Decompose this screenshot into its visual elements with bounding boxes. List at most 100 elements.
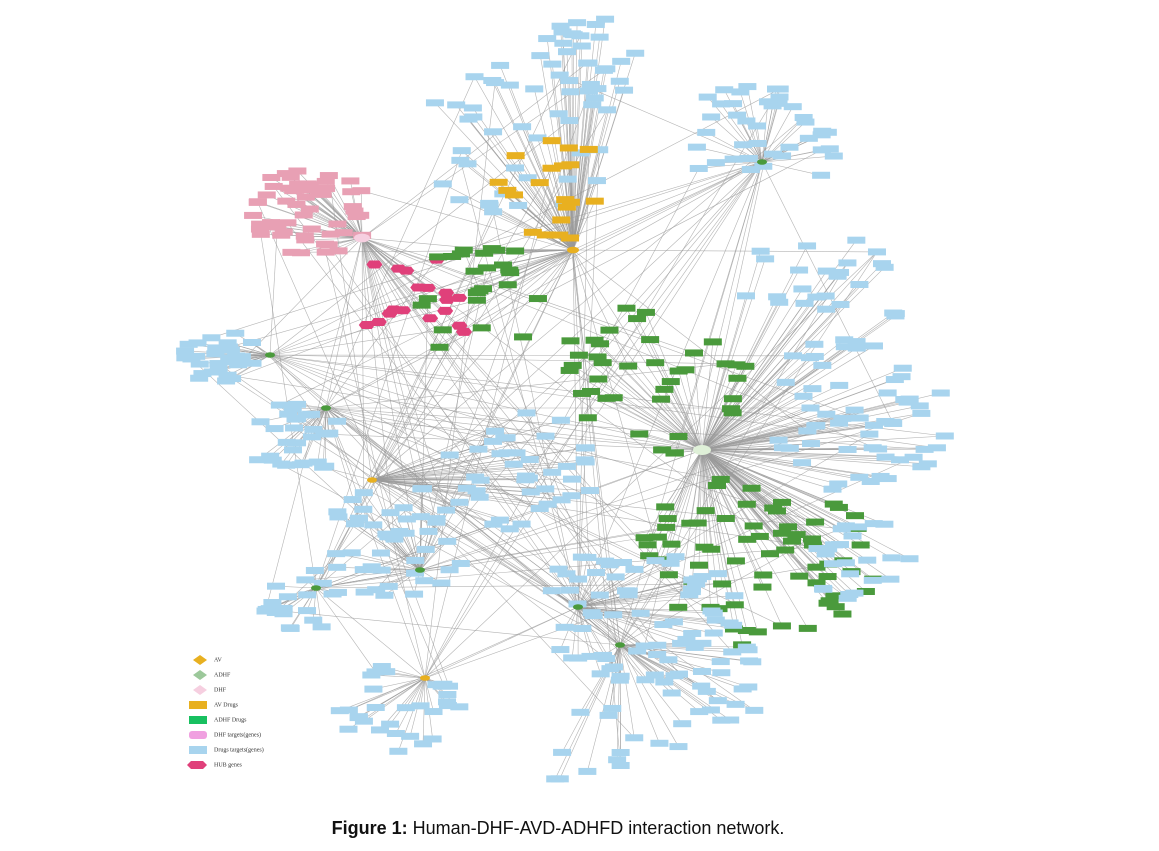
node [302,225,321,233]
edge [315,587,426,679]
node [339,725,358,733]
node [304,616,323,624]
node [277,438,296,446]
node [465,73,484,81]
edge [325,252,426,679]
edge [619,161,763,646]
node [739,154,758,162]
node [886,312,905,320]
edge [325,161,763,409]
node [379,533,398,541]
edge [481,249,574,329]
node [823,560,842,568]
edge [317,461,579,608]
node [745,706,764,714]
node [838,445,857,453]
edge [502,249,574,266]
node [686,640,705,648]
node [698,93,717,101]
legend: AV ADHF DHF AV Drugs ADHF Drugs DHF targ… [187,655,264,769]
edge [670,381,703,451]
edge [701,449,759,632]
edge [701,308,827,451]
node [861,477,880,485]
edge [701,449,922,468]
edge [460,160,579,608]
edge [287,222,579,608]
edge [325,407,925,450]
edge [275,161,763,613]
edge [424,82,496,679]
edge [701,449,835,546]
edge [522,249,574,338]
node [226,329,245,337]
edge [560,26,574,251]
node [300,205,319,213]
node [345,207,364,215]
node [748,628,767,636]
node [278,219,297,227]
node [683,629,702,637]
node [833,610,852,618]
node [472,324,491,332]
node [531,52,550,60]
edge [581,393,703,451]
node [591,670,610,678]
node [608,756,627,764]
edge [419,90,590,571]
node [661,559,680,567]
edge [572,249,621,681]
node [669,367,688,375]
node [767,507,786,515]
edge [701,449,874,524]
hub-node [573,604,583,610]
node [438,537,457,545]
node [538,35,557,43]
node [680,591,699,599]
node [794,113,813,121]
node [748,122,767,130]
edge [701,449,833,490]
edge [420,677,426,706]
node [303,186,322,194]
edge [530,161,763,493]
edge [701,357,811,451]
node [726,700,745,708]
edge [572,149,590,251]
node [784,352,803,360]
node [817,305,836,313]
node [553,28,572,36]
hub-gene-node [437,306,454,315]
node [572,42,591,50]
node [568,19,587,27]
node [610,676,629,684]
node [494,190,513,198]
node [706,616,725,624]
node [773,529,792,537]
edge [424,677,434,712]
node [206,350,225,358]
node [518,174,537,182]
node [819,545,838,553]
edge [701,296,778,451]
node [478,264,497,272]
edge [348,677,426,711]
node [355,588,374,596]
node [738,535,757,543]
node [672,639,691,647]
node [662,689,681,697]
node [495,434,514,442]
edge [720,103,763,163]
node [876,453,895,461]
node [560,366,579,374]
node [265,425,284,433]
node [900,555,919,563]
hub-node [567,246,579,254]
edge [389,677,426,725]
node [737,627,756,635]
node [768,293,787,301]
node [283,405,302,413]
node [831,300,850,308]
node [438,691,457,699]
edge [336,553,421,571]
